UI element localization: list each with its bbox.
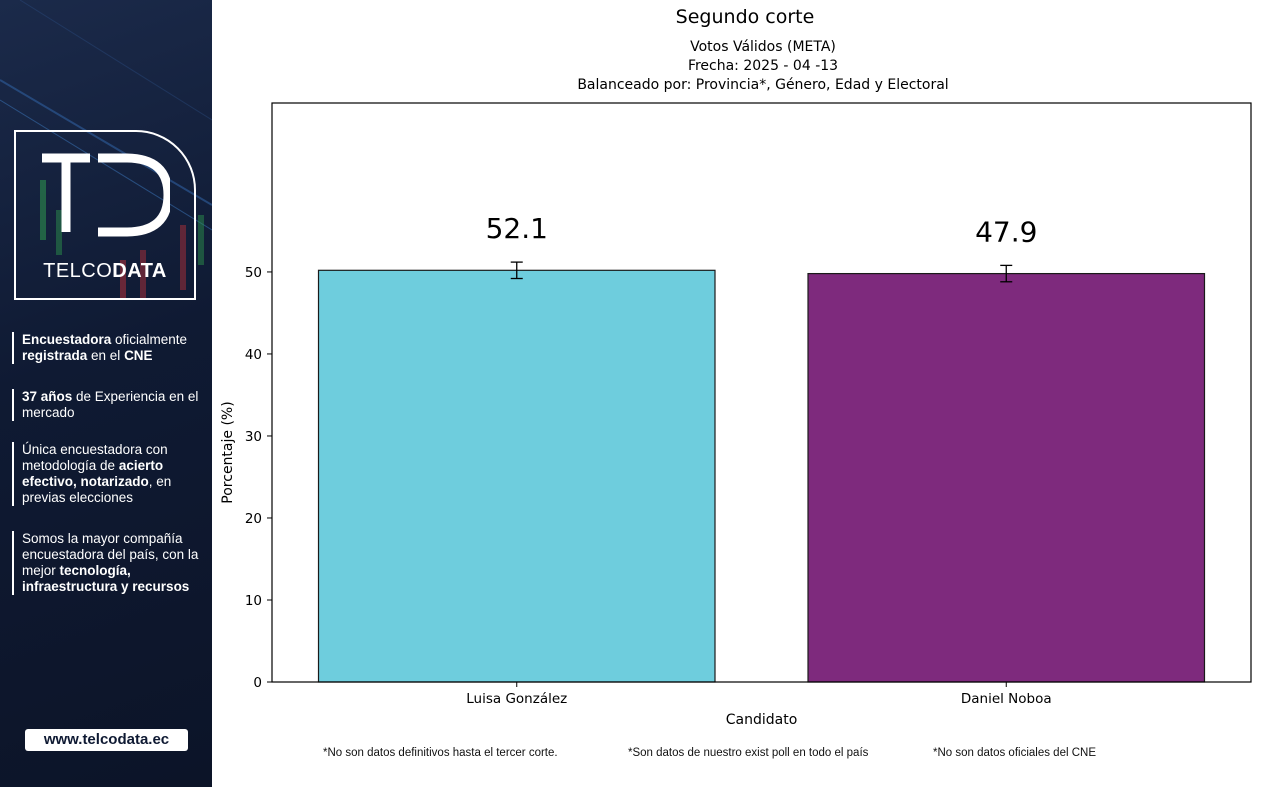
y-tick-label: 20 xyxy=(245,511,262,527)
claim-4-bold-1: tecnología, infraestructura y recursos xyxy=(22,563,190,594)
chart-subtitle-1: Votos Válidos (META) xyxy=(690,39,836,55)
y-tick-label: 50 xyxy=(245,265,262,281)
plot-frame xyxy=(271,102,1252,683)
brand-suffix: DATA xyxy=(112,260,167,282)
claim-registered-cne: Encuestadora oficialmente registrada en … xyxy=(12,332,202,364)
x-tick-label-luisa: Luisa González xyxy=(466,691,567,707)
claim-4-text-1: Somos la mayor compañía encuestadora del… xyxy=(22,531,199,578)
claim-1-bold-3: CNE xyxy=(124,348,153,363)
data-label-luisa: 52.1 xyxy=(486,212,548,245)
x-axis-label: Candidato xyxy=(726,712,798,728)
brand-sidebar: TELCODATA Encuestadora oficialmente regi… xyxy=(0,0,212,787)
data-label-daniel: 47.9 xyxy=(975,215,1037,248)
y-tick-label: 30 xyxy=(245,429,262,445)
footnote-not-official: *No son datos oficiales del CNE xyxy=(933,747,1096,759)
claim-3-bold-1: acierto efectivo, notarizado xyxy=(22,458,164,489)
chart-subtitle-3: Balanceado por: Provincia*, Género, Edad… xyxy=(577,77,949,93)
y-tick-label: 10 xyxy=(245,593,262,609)
footnote-exit-poll: *Son datos de nuestro exist poll en todo… xyxy=(628,747,869,759)
claim-2-text-1: de Experiencia en el mercado xyxy=(22,389,199,420)
claim-3-text-1: Única encuestadora con metodología de xyxy=(22,442,168,473)
telcodata-logo: TELCODATA xyxy=(14,130,196,300)
bar-luisa xyxy=(317,269,716,683)
claim-1-text-1: oficialmente xyxy=(111,332,188,347)
chart-subtitle-2: Frecha: 2025 - 04 -13 xyxy=(687,58,839,74)
claim-2-bold-1: 37 años xyxy=(22,389,73,404)
brand-wordmark: TELCODATA xyxy=(16,260,194,283)
claim-experience: 37 años de Experiencia en el mercado xyxy=(12,389,202,421)
x-tick-label-daniel: Daniel Noboa xyxy=(961,691,1052,707)
brand-prefix: TELCO xyxy=(43,260,113,282)
website-link[interactable]: www.telcodata.ec xyxy=(25,729,188,751)
footnote-not-definitive: *No son datos definitivos hasta el terce… xyxy=(323,747,558,759)
claim-methodology: Única encuestadora con metodología de ac… xyxy=(12,442,202,506)
claim-largest-company: Somos la mayor compañía encuestadora del… xyxy=(12,531,202,595)
chart-title: Segundo corte xyxy=(675,6,815,28)
claim-1-bold-1: Encuestadora xyxy=(22,332,112,347)
claim-3-text-2: , en previas elecciones xyxy=(22,474,172,505)
td-logo-mark xyxy=(42,153,170,237)
y-axis-label: Porcentaje (%) xyxy=(220,401,236,503)
bar-daniel xyxy=(807,272,1206,683)
claim-1-bold-2: registrada xyxy=(22,348,88,363)
y-tick-label: 0 xyxy=(253,675,262,691)
y-tick-label: 40 xyxy=(245,347,262,363)
claim-1-text-2: en el xyxy=(87,348,125,363)
